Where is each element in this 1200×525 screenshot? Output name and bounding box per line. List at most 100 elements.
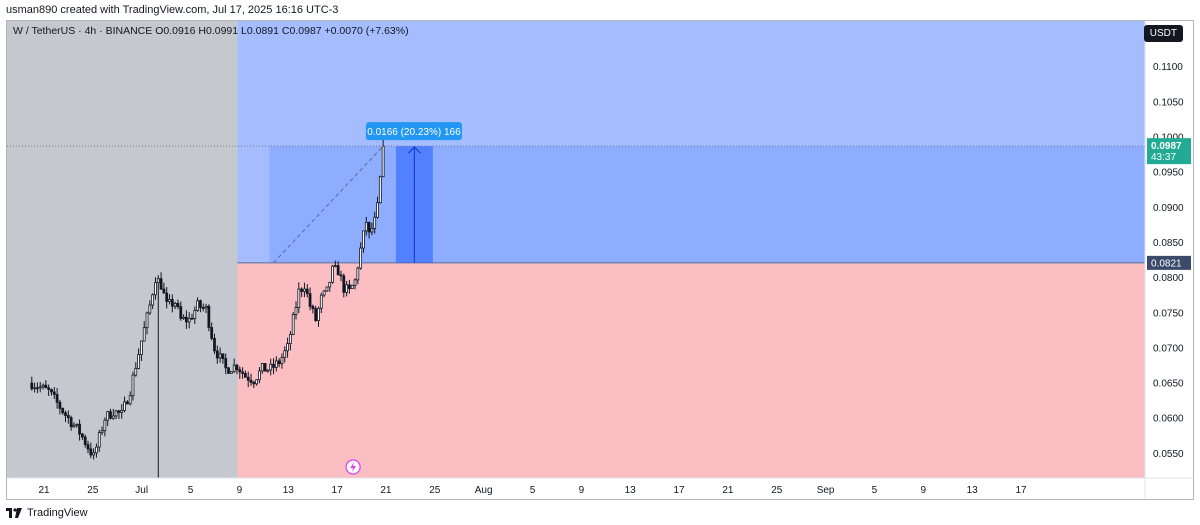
candle-body (182, 316, 185, 319)
candle-body (353, 279, 357, 286)
close-value: C0.0987 (281, 25, 322, 37)
currency-button[interactable]: USDT (1143, 25, 1183, 42)
candle-body (241, 371, 244, 374)
candle-body (55, 394, 59, 403)
candle-body (218, 353, 222, 359)
tradingview-logo-icon (6, 508, 22, 518)
price-tick-label: 0.1000 (1153, 133, 1184, 144)
candle-body (258, 370, 261, 381)
candle-body (378, 176, 382, 204)
candle-body (83, 436, 87, 445)
candle-body (235, 364, 239, 371)
time-tick-label: 25 (87, 485, 99, 496)
candle-body (58, 401, 62, 409)
candle-body (263, 363, 267, 372)
candle-body (154, 282, 157, 296)
bar-countdown: 43:37 (1151, 152, 1176, 163)
candle-body (173, 302, 177, 307)
time-tick-label: 9 (579, 485, 585, 496)
candle-body (120, 409, 124, 413)
candle-body (156, 278, 160, 284)
candle-body (179, 306, 183, 319)
candle-body (131, 374, 135, 397)
candle-body (277, 360, 281, 365)
candle-body (114, 410, 118, 417)
time-tick-label: 5 (872, 485, 878, 496)
time-tick-label: Jul (135, 485, 148, 496)
price-tick-label: 0.0750 (1153, 308, 1184, 319)
candle-body (47, 387, 51, 390)
candle-body (249, 379, 253, 383)
candle-body (72, 424, 76, 428)
candle-body (66, 415, 70, 418)
time-tick-label: 17 (1015, 485, 1027, 496)
candle-body (333, 265, 337, 267)
stop-zone[interactable] (237, 262, 1145, 478)
candle-body (52, 391, 56, 395)
candle-body (148, 304, 152, 314)
candle-body (89, 448, 93, 456)
price-tick-label: 0.0550 (1153, 449, 1184, 460)
candle-body (142, 327, 146, 342)
time-tick-label: 17 (332, 485, 344, 496)
candle-body (140, 340, 143, 356)
time-tick-label: 5 (188, 485, 194, 496)
candle-body (145, 312, 149, 329)
candle-body (128, 395, 132, 405)
candle-body (80, 433, 84, 438)
price-tick-label: 0.0600 (1153, 414, 1184, 425)
time-tick-label: 13 (625, 485, 637, 496)
time-tick-label: 13 (283, 485, 295, 496)
candle-body (165, 292, 169, 302)
candle-body (328, 281, 332, 288)
history-shade (7, 21, 238, 478)
candle-body (162, 288, 166, 294)
candle-body (61, 408, 65, 414)
symbol-label[interactable]: W / TetherUS · 4h · BINANCE (13, 25, 153, 37)
candle-body (69, 417, 73, 428)
last-price-badge (1147, 138, 1191, 165)
price-tick-label: 0.0700 (1153, 343, 1184, 354)
candle-body (286, 343, 289, 352)
price-tick-label: 0.0900 (1153, 203, 1184, 214)
price-tick-label: 0.0650 (1153, 379, 1184, 390)
candle-body (109, 411, 112, 419)
candle-body (75, 423, 79, 426)
candle-body (95, 446, 98, 454)
candle-body (269, 363, 273, 371)
candle-body (339, 274, 343, 277)
candle-body (210, 327, 214, 339)
time-tick-label: 13 (967, 485, 979, 496)
chart-frame[interactable]: 0.0166 (20.23%) 1660.11500.11000.10500.1… (6, 20, 1194, 500)
candle-body (44, 384, 48, 389)
candle-body (359, 247, 363, 269)
target-zone[interactable] (237, 21, 1145, 263)
candle-body (125, 401, 129, 405)
candle-body (345, 284, 348, 293)
candle-body (187, 317, 191, 323)
candle-body (297, 288, 301, 308)
candle-body (370, 227, 374, 233)
time-tick-label: 25 (771, 485, 783, 496)
price-tick-label: 0.1050 (1153, 97, 1184, 108)
candle-body (190, 317, 194, 320)
candle-body (86, 444, 90, 450)
time-tick-label: Sep (817, 485, 835, 496)
footer: TradingView (6, 503, 88, 523)
footer-brand: TradingView (27, 507, 88, 519)
candle-body (117, 410, 121, 413)
candle-body (64, 412, 67, 416)
price-tick-label: 0.1100 (1153, 62, 1183, 73)
candle-body (229, 371, 233, 374)
candle-body (168, 299, 171, 302)
time-tick-label: 21 (722, 485, 734, 496)
candle-body (246, 376, 250, 381)
candle-body (342, 275, 346, 293)
candle-body (303, 288, 306, 292)
candle-body (36, 387, 39, 390)
candle-body (283, 350, 287, 358)
candle-body (227, 367, 230, 374)
candle-body (232, 364, 236, 373)
time-tick-label: Aug (475, 485, 493, 496)
price-chart[interactable]: 0.0166 (20.23%) 1660.11500.11000.10500.1… (7, 21, 1193, 499)
